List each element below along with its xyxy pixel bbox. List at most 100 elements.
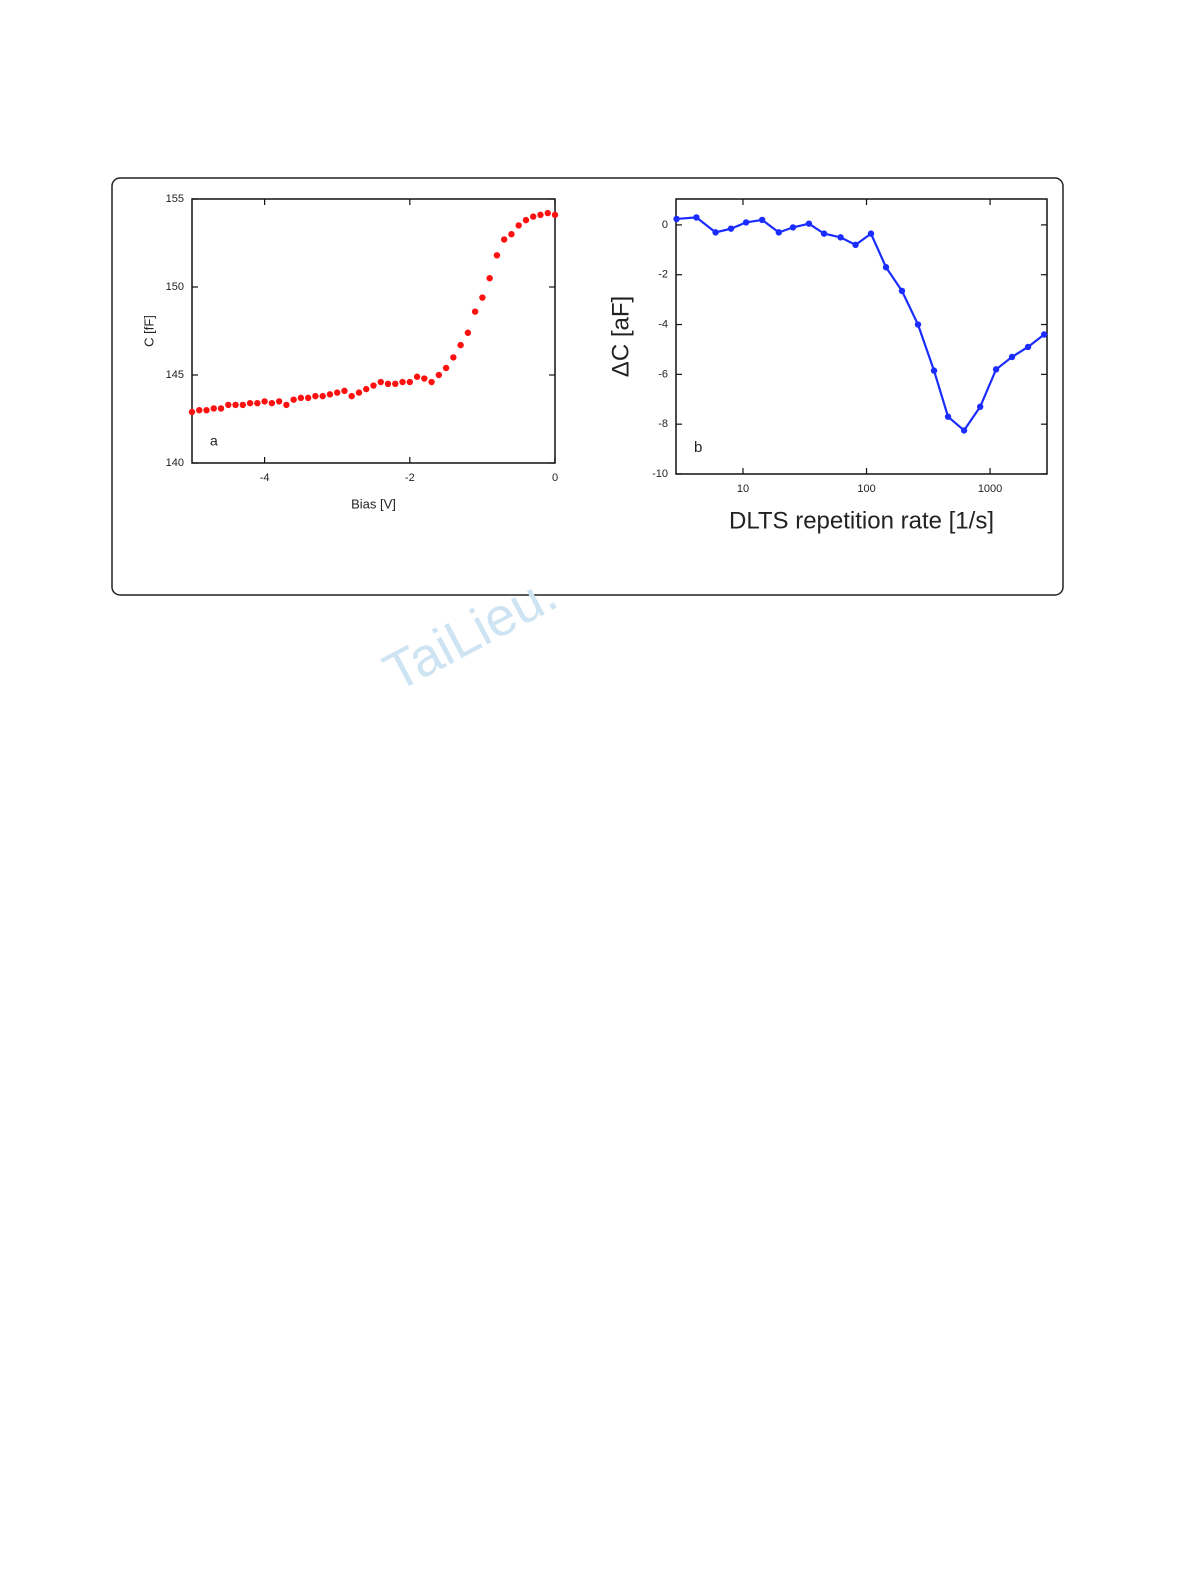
data-point [758,216,766,224]
data-point [976,403,984,410]
y-axis-label: ΔC [aF] [607,296,634,377]
data-point [551,211,559,219]
data-point [246,399,254,407]
x-tick-label: 10 [737,483,749,495]
data-point [992,366,1000,373]
data-point [1008,353,1016,361]
data-point [304,394,312,402]
plot-frame [675,198,1048,475]
x-tick-label: 1000 [978,483,1002,495]
data-point [457,341,464,349]
data-point [930,367,938,374]
data-point [217,405,225,412]
x-tick-label: -4 [260,472,270,484]
data-point [283,401,290,409]
data-point [805,220,813,227]
data-point [775,229,783,236]
data-point [693,214,700,221]
data-point [188,408,196,416]
data-line [676,216,1045,433]
x-tick-label: 100 [857,483,875,495]
data-point [326,391,334,398]
data-point [515,222,522,229]
data-point [377,378,384,386]
data-point [355,389,363,396]
data-point [479,294,486,301]
y-tick-label: -8 [658,418,668,430]
data-point [471,308,479,315]
data-point [789,224,797,231]
watermark: TaiLieu. [374,563,567,703]
data-point [370,382,377,389]
data-point [239,401,247,409]
data-point [944,413,952,420]
data-point [1040,331,1048,338]
data-point [508,231,515,238]
data-point [225,401,232,409]
data-point [727,225,735,232]
data-point [435,371,443,379]
data-point [268,399,276,407]
y-tick-label: -4 [658,318,668,330]
data-point [867,230,875,237]
data-point [203,407,210,414]
data-point [500,236,508,243]
y-tick-label: -10 [652,468,668,480]
data-point [297,394,305,402]
data-point [334,389,341,396]
data-point [290,396,297,403]
y-tick-label: -6 [658,368,668,380]
y-tick-label: 140 [166,457,184,469]
data-point [742,219,750,226]
data-point [852,241,859,249]
data-point [960,427,968,434]
data-point [442,364,450,372]
plot-frame [191,198,556,464]
data-point [232,401,239,409]
y-tick-label: -2 [658,269,668,281]
data-point [837,234,844,241]
x-tick-label: 0 [552,472,558,484]
data-point [210,405,217,412]
data-point [486,275,493,282]
data-point [537,211,544,219]
data-point [363,385,370,393]
data-point [673,215,680,223]
y-tick-label: 145 [166,369,184,381]
y-tick-label: 0 [662,219,668,231]
data-point [261,398,268,405]
data-point [428,378,435,386]
data-point [406,378,413,386]
data-point [1024,343,1032,351]
data-point [413,373,421,380]
x-axis-label: Bias [V] [351,496,396,511]
data-point [450,354,457,361]
data-point [464,329,472,336]
data-point [898,287,906,295]
data-point [348,392,355,400]
y-tick-label: 155 [166,193,184,205]
data-point [341,387,348,395]
data-point [421,375,428,382]
data-point [914,321,922,328]
x-tick-label: -2 [405,472,415,484]
data-point [544,209,551,217]
data-point [712,229,719,236]
y-axis-label: C [fF] [141,315,156,347]
data-point [399,378,406,386]
x-axis-label: DLTS repetition rate [1/s] [729,507,994,534]
panel-label: b [694,439,702,456]
data-point [384,380,392,387]
data-point [522,216,530,224]
data-point [493,252,501,259]
panel-label: a [210,433,218,449]
data-point [319,392,326,400]
data-point [312,392,319,400]
y-tick-label: 150 [166,281,184,293]
figure-frame [111,177,1064,596]
data-point [392,380,399,387]
data-point [882,264,890,271]
data-point [196,407,203,414]
